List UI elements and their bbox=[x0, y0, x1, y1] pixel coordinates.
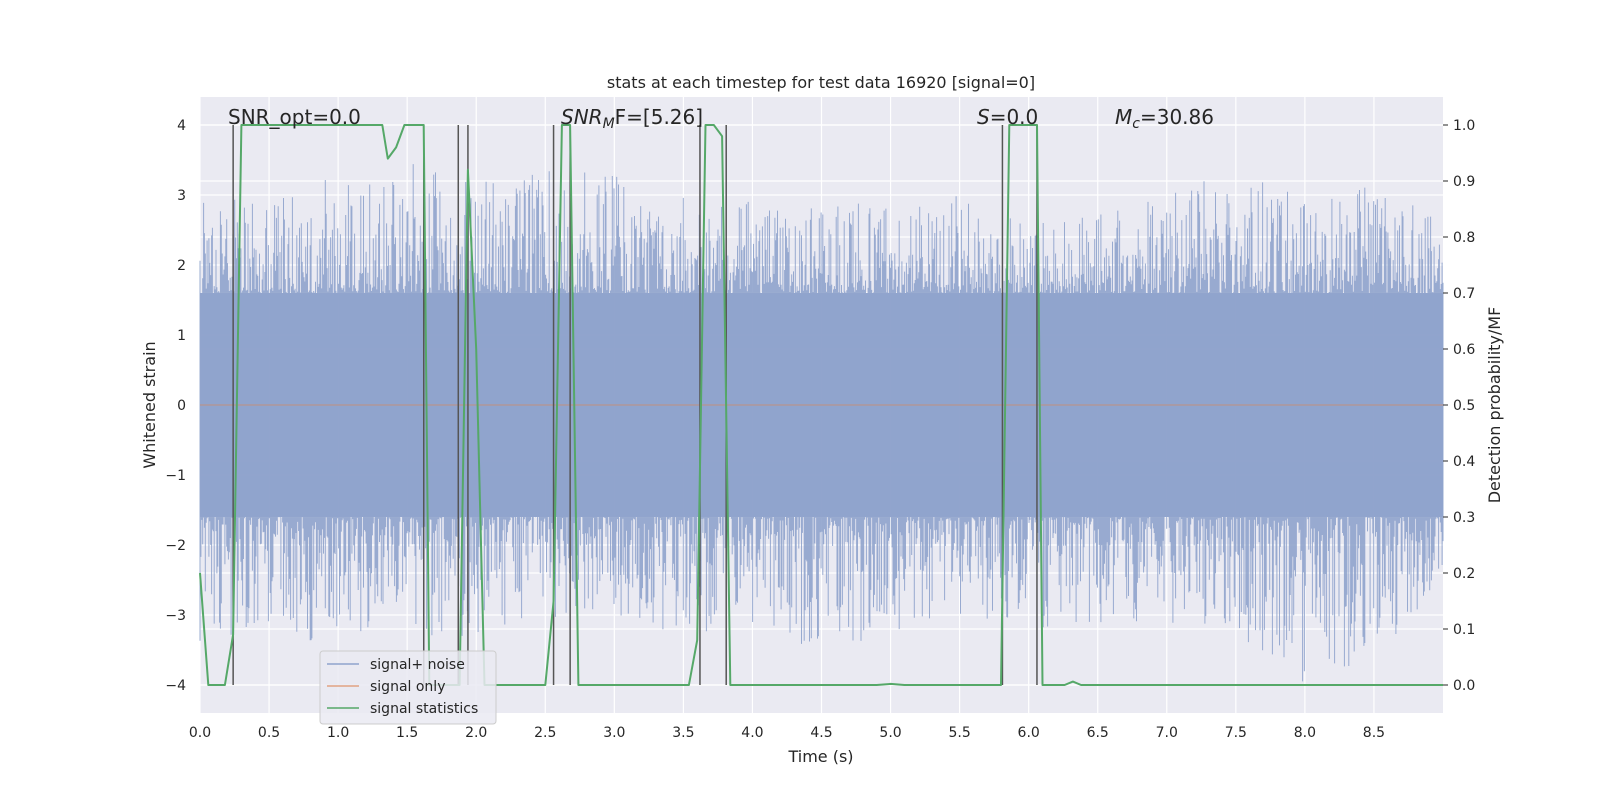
x-tick-label-11: 5.5 bbox=[948, 725, 970, 741]
annotation-snr-mf-subscript: M bbox=[603, 116, 615, 132]
x-tick-label-0: 0.0 bbox=[189, 725, 211, 741]
annotation-snr-mf-symbol: SNR bbox=[561, 105, 603, 129]
y-left-tick-label-4: 0 bbox=[177, 398, 186, 414]
y-left-tick-labels: −4 −3 −2 −1 0 1 2 3 4 bbox=[165, 118, 186, 694]
legend-label-signal-only: signal only bbox=[370, 679, 445, 695]
x-tick-label-12: 6.0 bbox=[1018, 725, 1040, 741]
y-right-tick-label-6: 0.6 bbox=[1453, 342, 1475, 358]
y-right-tick-label-5: 0.5 bbox=[1453, 398, 1475, 414]
y-right-axis-label: Detection probability/MF bbox=[1485, 307, 1504, 504]
x-tick-label-4: 2.0 bbox=[465, 725, 487, 741]
x-tick-label-15: 7.5 bbox=[1225, 725, 1247, 741]
legend-box bbox=[319, 650, 497, 725]
x-tick-label-10: 5.0 bbox=[879, 725, 901, 741]
y-left-tick-label-1: −3 bbox=[165, 608, 186, 624]
x-axis-label: Time (s) bbox=[787, 747, 853, 766]
y-left-tick-label-6: 2 bbox=[177, 258, 186, 274]
legend: signal+ noise signal only signal statist… bbox=[319, 650, 497, 725]
y-left-tick-label-0: −4 bbox=[165, 678, 186, 694]
annotation-snr-mf-value: F=[5.26] bbox=[615, 105, 703, 129]
y-left-tick-label-2: −2 bbox=[165, 538, 186, 554]
y-left-tick-label-3: −1 bbox=[165, 468, 186, 484]
signal-statistics-series bbox=[199, 124, 1443, 686]
x-tick-label-7: 3.5 bbox=[672, 725, 694, 741]
y-right-tick-labels: 0.0 0.1 0.2 0.3 0.4 0.5 0.6 0.7 0.8 0.9 1.0 bbox=[1443, 118, 1475, 694]
x-tick-label-2: 1.0 bbox=[327, 725, 349, 741]
x-tick-label-13: 6.5 bbox=[1087, 725, 1109, 741]
y-right-tick-label-7: 0.7 bbox=[1453, 286, 1475, 302]
y-right-tick-label-3: 0.3 bbox=[1453, 510, 1475, 526]
annotation-snr-mf: SNRMF=[5.26] bbox=[561, 105, 703, 132]
annotation-s-value: =0.0 bbox=[990, 105, 1039, 129]
annotation-snr-opt: SNR_opt=0.0 bbox=[228, 105, 361, 129]
y-right-tick-label-1: 0.1 bbox=[1453, 622, 1475, 638]
x-tick-label-5: 2.5 bbox=[534, 725, 556, 741]
x-tick-label-6: 3.0 bbox=[603, 725, 625, 741]
annotation-s: S=0.0 bbox=[977, 105, 1038, 129]
x-tick-label-16: 8.0 bbox=[1294, 725, 1316, 741]
x-tick-label-3: 1.5 bbox=[396, 725, 418, 741]
legend-label-signal-noise: signal+ noise bbox=[370, 657, 465, 673]
noise-trace bbox=[199, 164, 1444, 682]
x-tick-label-14: 7.0 bbox=[1156, 725, 1178, 741]
y-right-tick-label-4: 0.4 bbox=[1453, 454, 1475, 470]
x-tick-labels: 0.0 0.5 1.0 1.5 2.0 2.5 3.0 3.5 4.0 4.5 5.0 5.5 6.0 6… bbox=[189, 725, 1385, 741]
annotation-mc-symbol: M bbox=[1115, 105, 1132, 129]
x-tick-label-1: 0.5 bbox=[258, 725, 280, 741]
chart-title: stats at each timestep for test data 169… bbox=[607, 73, 1035, 92]
y-left-tick-label-7: 3 bbox=[177, 188, 186, 204]
y-right-tick-label-9: 0.9 bbox=[1453, 174, 1475, 190]
annotation-mc: Mc=30.86 bbox=[1115, 105, 1214, 132]
annotation-mc-subscript: c bbox=[1132, 116, 1140, 132]
annotation-mc-value: =30.86 bbox=[1140, 105, 1214, 129]
annotation-s-symbol: S bbox=[977, 105, 990, 129]
x-tick-label-17: 8.5 bbox=[1363, 725, 1385, 741]
legend-label-signal-statistics: signal statistics bbox=[370, 701, 478, 717]
y-left-tick-label-8: 4 bbox=[177, 118, 186, 134]
y-right-tick-label-2: 0.2 bbox=[1453, 566, 1475, 582]
x-tick-label-8: 4.0 bbox=[741, 725, 763, 741]
y-right-tick-label-8: 0.8 bbox=[1453, 230, 1475, 246]
y-right-tick-label-0: 0.0 bbox=[1453, 678, 1475, 694]
y-left-tick-label-5: 1 bbox=[177, 328, 186, 344]
y-right-tick-label-10: 1.0 bbox=[1453, 118, 1475, 134]
y-left-axis-label: Whitened strain bbox=[140, 341, 159, 468]
signal-statistics-line bbox=[199, 124, 1443, 686]
x-tick-label-9: 4.5 bbox=[810, 725, 832, 741]
